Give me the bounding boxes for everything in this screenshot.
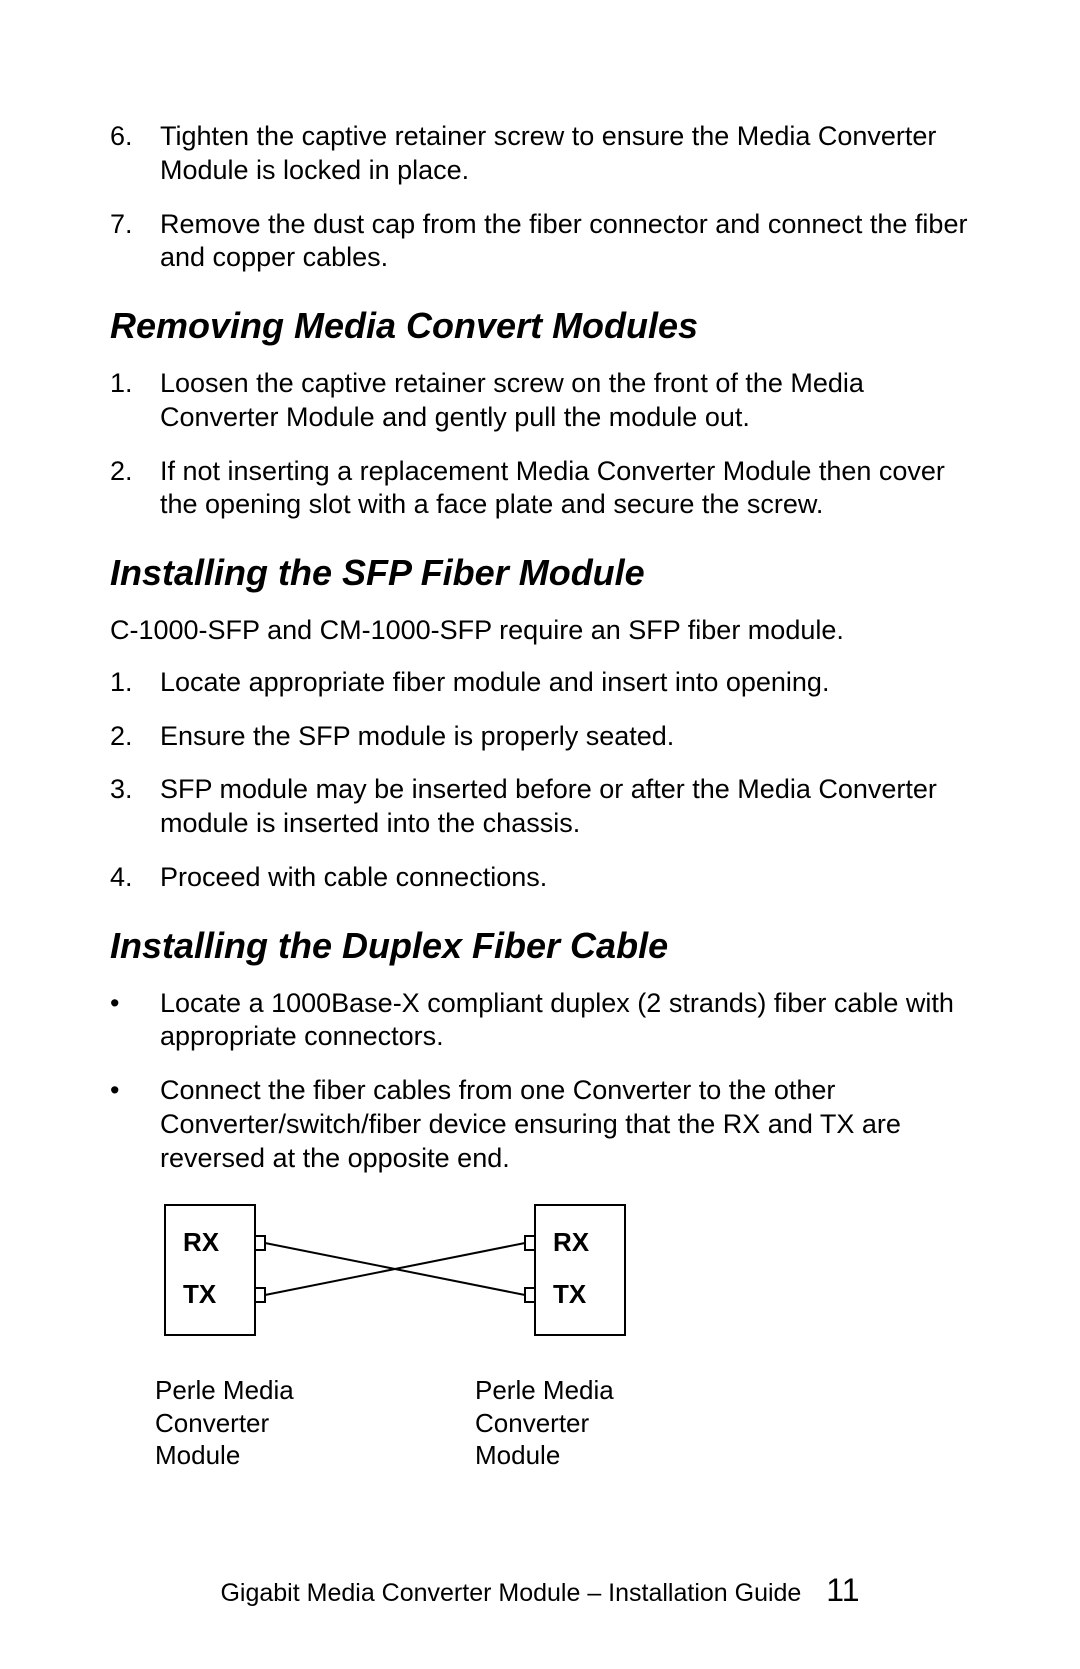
list-number: 4. xyxy=(110,861,160,895)
converter-label-left: Perle MediaConverterModule xyxy=(155,1374,475,1472)
list-item: • Connect the fiber cables from one Conv… xyxy=(110,1074,970,1175)
svg-text:TX: TX xyxy=(553,1279,587,1309)
list-item: 6. Tighten the captive retainer screw to… xyxy=(110,120,970,188)
diagram-svg: RX TX RX TX xyxy=(155,1195,675,1355)
list-number: 3. xyxy=(110,773,160,807)
list-number: 7. xyxy=(110,208,160,242)
fiber-cross-diagram: RX TX RX TX Perle MediaConverterModule Perl… xyxy=(155,1195,970,1472)
list-text: Connect the fiber cables from one Conver… xyxy=(160,1074,970,1175)
heading-duplex: Installing the Duplex Fiber Cable xyxy=(110,925,970,967)
svg-text:RX: RX xyxy=(183,1227,220,1257)
list-number: 1. xyxy=(110,367,160,401)
list-text: SFP module may be inserted before or aft… xyxy=(160,773,970,841)
duplex-list: • Locate a 1000Base-X compliant duplex (… xyxy=(110,987,970,1176)
list-item: 1. Locate appropriate fiber module and i… xyxy=(110,666,970,700)
list-number: 2. xyxy=(110,455,160,489)
bullet-icon: • xyxy=(110,987,160,1021)
converter-label-right: Perle MediaConverterModule xyxy=(475,1374,795,1472)
list-text: Remove the dust cap from the fiber conne… xyxy=(160,208,970,276)
list-text: Tighten the captive retainer screw to en… xyxy=(160,120,970,188)
svg-text:TX: TX xyxy=(183,1279,217,1309)
list-text: Locate appropriate fiber module and inse… xyxy=(160,666,970,700)
top-continuation-list: 6. Tighten the captive retainer screw to… xyxy=(110,120,970,275)
list-item: 1. Loosen the captive retainer screw on … xyxy=(110,367,970,435)
sfp-intro: C-1000-SFP and CM-1000-SFP require an SF… xyxy=(110,614,970,648)
diagram-labels: Perle MediaConverterModule Perle MediaCo… xyxy=(155,1374,970,1472)
removing-list: 1. Loosen the captive retainer screw on … xyxy=(110,367,970,522)
svg-text:RX: RX xyxy=(553,1227,590,1257)
list-number: 2. xyxy=(110,720,160,754)
document-page: 6. Tighten the captive retainer screw to… xyxy=(0,0,1080,1669)
list-item: 2. Ensure the SFP module is properly sea… xyxy=(110,720,970,754)
list-item: 4. Proceed with cable connections. xyxy=(110,861,970,895)
list-item: 7. Remove the dust cap from the fiber co… xyxy=(110,208,970,276)
list-text: Ensure the SFP module is properly seated… xyxy=(160,720,970,754)
page-number: 11 xyxy=(826,1572,859,1608)
heading-sfp: Installing the SFP Fiber Module xyxy=(110,552,970,594)
sfp-list: 1. Locate appropriate fiber module and i… xyxy=(110,666,970,895)
list-number: 1. xyxy=(110,666,160,700)
list-item: 2. If not inserting a replacement Media … xyxy=(110,455,970,523)
bullet-icon: • xyxy=(110,1074,160,1108)
list-text: Proceed with cable connections. xyxy=(160,861,970,895)
list-text: Loosen the captive retainer screw on the… xyxy=(160,367,970,435)
list-item: • Locate a 1000Base-X compliant duplex (… xyxy=(110,987,970,1055)
list-item: 3. SFP module may be inserted before or … xyxy=(110,773,970,841)
list-number: 6. xyxy=(110,120,160,154)
heading-removing: Removing Media Convert Modules xyxy=(110,305,970,347)
list-text: Locate a 1000Base-X compliant duplex (2 … xyxy=(160,987,970,1055)
footer-text: Gigabit Media Converter Module – Install… xyxy=(220,1579,801,1607)
list-text: If not inserting a replacement Media Con… xyxy=(160,455,970,523)
page-footer: Gigabit Media Converter Module – Install… xyxy=(0,1572,1080,1609)
